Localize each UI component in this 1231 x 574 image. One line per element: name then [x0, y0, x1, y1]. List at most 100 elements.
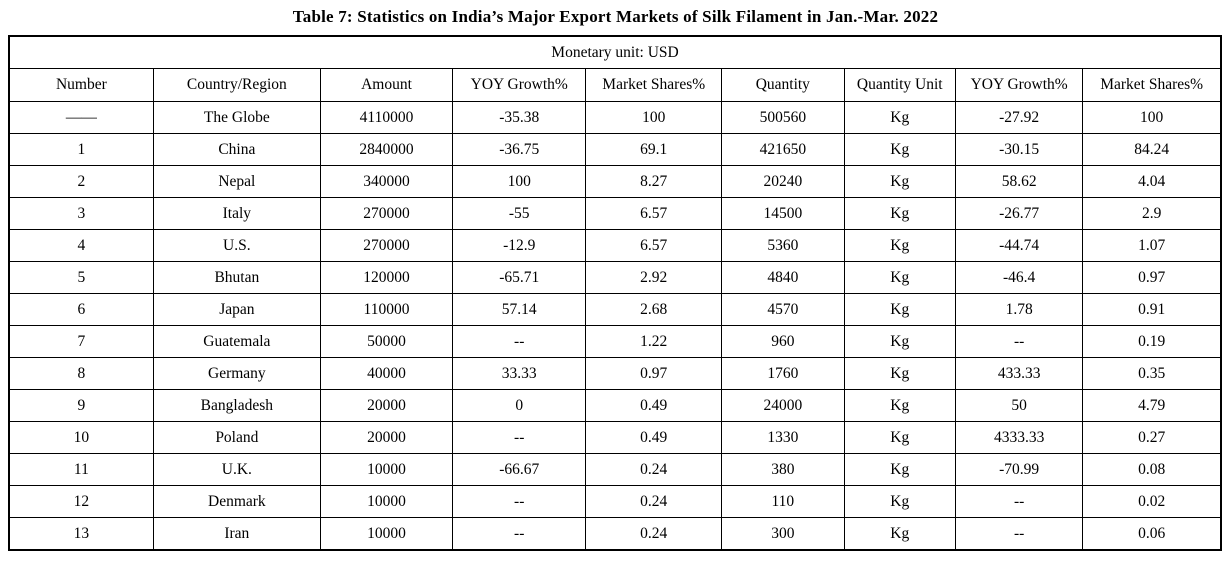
table-cell: Guatemala	[152, 325, 321, 358]
table-cell: Kg	[843, 325, 957, 358]
table-row: 5 Bhutan 120000 -65.71 2.92 4840 Kg -46.4 0.97	[8, 261, 1222, 294]
table-cell: Kg	[843, 293, 957, 326]
table-cell: Kg	[843, 165, 957, 198]
table-cell: 300	[721, 517, 845, 551]
table-cell: 270000	[319, 229, 454, 262]
column-header: Quantity Unit	[843, 68, 957, 102]
table-cell: 120000	[319, 261, 454, 294]
table-cell: Japan	[152, 293, 321, 326]
table-cell: 40000	[319, 357, 454, 390]
table-cell: -70.99	[955, 453, 1084, 486]
table-cell: Bhutan	[152, 261, 321, 294]
table-cell: 100	[585, 101, 723, 134]
table-cell: 13	[8, 517, 154, 551]
table-cell: Poland	[152, 421, 321, 454]
table-cell: Kg	[843, 421, 957, 454]
table-cell: -30.15	[955, 133, 1084, 166]
table-cell: -26.77	[955, 197, 1084, 230]
table-cell: 100	[1082, 101, 1222, 134]
table-cell: 0.24	[585, 517, 723, 551]
table-row: 6 Japan 110000 57.14 2.68 4570 Kg 1.78 0.91	[8, 293, 1222, 326]
table-cell: 0.24	[585, 453, 723, 486]
table-cell: 20240	[721, 165, 845, 198]
table-cell: 340000	[319, 165, 454, 198]
table-cell: 0.02	[1082, 485, 1222, 518]
table-row: 11 U.K. 10000 -66.67 0.24 380 Kg -70.99 0.08	[8, 453, 1222, 486]
table-cell: 0.97	[1082, 261, 1222, 294]
table-cell: --	[452, 325, 587, 358]
table-cell: -35.38	[452, 101, 587, 134]
column-header: Number	[8, 68, 154, 102]
table-cell: 0	[452, 389, 587, 422]
table-cell: 57.14	[452, 293, 587, 326]
table-body: Monetary unit: USD Number Country/Region A…	[8, 35, 1222, 551]
table-cell: 1.07	[1082, 229, 1222, 262]
table-cell: 100	[452, 165, 587, 198]
monetary-unit-row: Monetary unit: USD	[8, 35, 1222, 69]
table-cell: 7	[8, 325, 154, 358]
export-stats-table: Monetary unit: USD Number Country/Region A…	[8, 35, 1222, 551]
table-cell: 1.22	[585, 325, 723, 358]
table-cell: -12.9	[452, 229, 587, 262]
table-row: 8 Germany 40000 33.33 0.97 1760 Kg 433.33 0.35	[8, 357, 1222, 390]
table-cell: --	[955, 485, 1084, 518]
table-cell: Iran	[152, 517, 321, 551]
table-cell: 50	[955, 389, 1084, 422]
table-cell: 24000	[721, 389, 845, 422]
table-cell: Kg	[843, 453, 957, 486]
table-cell: 0.27	[1082, 421, 1222, 454]
table-cell: Bangladesh	[152, 389, 321, 422]
table-cell: China	[152, 133, 321, 166]
table-cell: 10	[8, 421, 154, 454]
table-cell: The Globe	[152, 101, 321, 134]
table-cell: ——	[8, 101, 154, 134]
table-cell: 8	[8, 357, 154, 390]
table-cell: U.K.	[152, 453, 321, 486]
table-row: 3 Italy 270000 -55 6.57 14500 Kg -26.77 2.9	[8, 197, 1222, 230]
table-cell: 380	[721, 453, 845, 486]
table-cell: 2.9	[1082, 197, 1222, 230]
table-cell: -44.74	[955, 229, 1084, 262]
table-cell: 6	[8, 293, 154, 326]
table-cell: 0.49	[585, 421, 723, 454]
table-row: —— The Globe 4110000 -35.38 100 500560 Kg -27.9…	[8, 101, 1222, 134]
table-cell: 11	[8, 453, 154, 486]
table-cell: 2	[8, 165, 154, 198]
table-row: 9 Bangladesh 20000 0 0.49 24000 Kg 50 4.79	[8, 389, 1222, 422]
table-cell: --	[955, 517, 1084, 551]
table-cell: -36.75	[452, 133, 587, 166]
table-cell: 5360	[721, 229, 845, 262]
page-title: Table 7: Statistics on India’s Major Exp…	[292, 7, 939, 26]
table-cell: U.S.	[152, 229, 321, 262]
table-cell: 6.57	[585, 229, 723, 262]
table-cell: --	[452, 421, 587, 454]
table-cell: -65.71	[452, 261, 587, 294]
table-cell: Denmark	[152, 485, 321, 518]
table-cell: 500560	[721, 101, 845, 134]
table-cell: 4110000	[319, 101, 454, 134]
table-cell: 270000	[319, 197, 454, 230]
table-cell: 0.08	[1082, 453, 1222, 486]
table-cell: 0.06	[1082, 517, 1222, 551]
table-cell: 20000	[319, 389, 454, 422]
column-header: Market Shares%	[1082, 68, 1222, 102]
table-cell: Italy	[152, 197, 321, 230]
table-cell: 12	[8, 485, 154, 518]
table-cell: 421650	[721, 133, 845, 166]
table-cell: 960	[721, 325, 845, 358]
table-cell: 433.33	[955, 357, 1084, 390]
column-header: Quantity	[721, 68, 845, 102]
table-cell: 0.24	[585, 485, 723, 518]
table-cell: --	[452, 517, 587, 551]
table-cell: Kg	[843, 389, 957, 422]
table-cell: Kg	[843, 517, 957, 551]
table-cell: Kg	[843, 133, 957, 166]
table-row: 12 Denmark 10000 -- 0.24 110 Kg -- 0.02	[8, 485, 1222, 518]
table-cell: 0.19	[1082, 325, 1222, 358]
table-cell: 6.57	[585, 197, 723, 230]
table-cell: Kg	[843, 357, 957, 390]
table-cell: Nepal	[152, 165, 321, 198]
table-cell: 50000	[319, 325, 454, 358]
table-row: 1 China 2840000 -36.75 69.1 421650 Kg -30.15 84.…	[8, 133, 1222, 166]
table-cell: 8.27	[585, 165, 723, 198]
